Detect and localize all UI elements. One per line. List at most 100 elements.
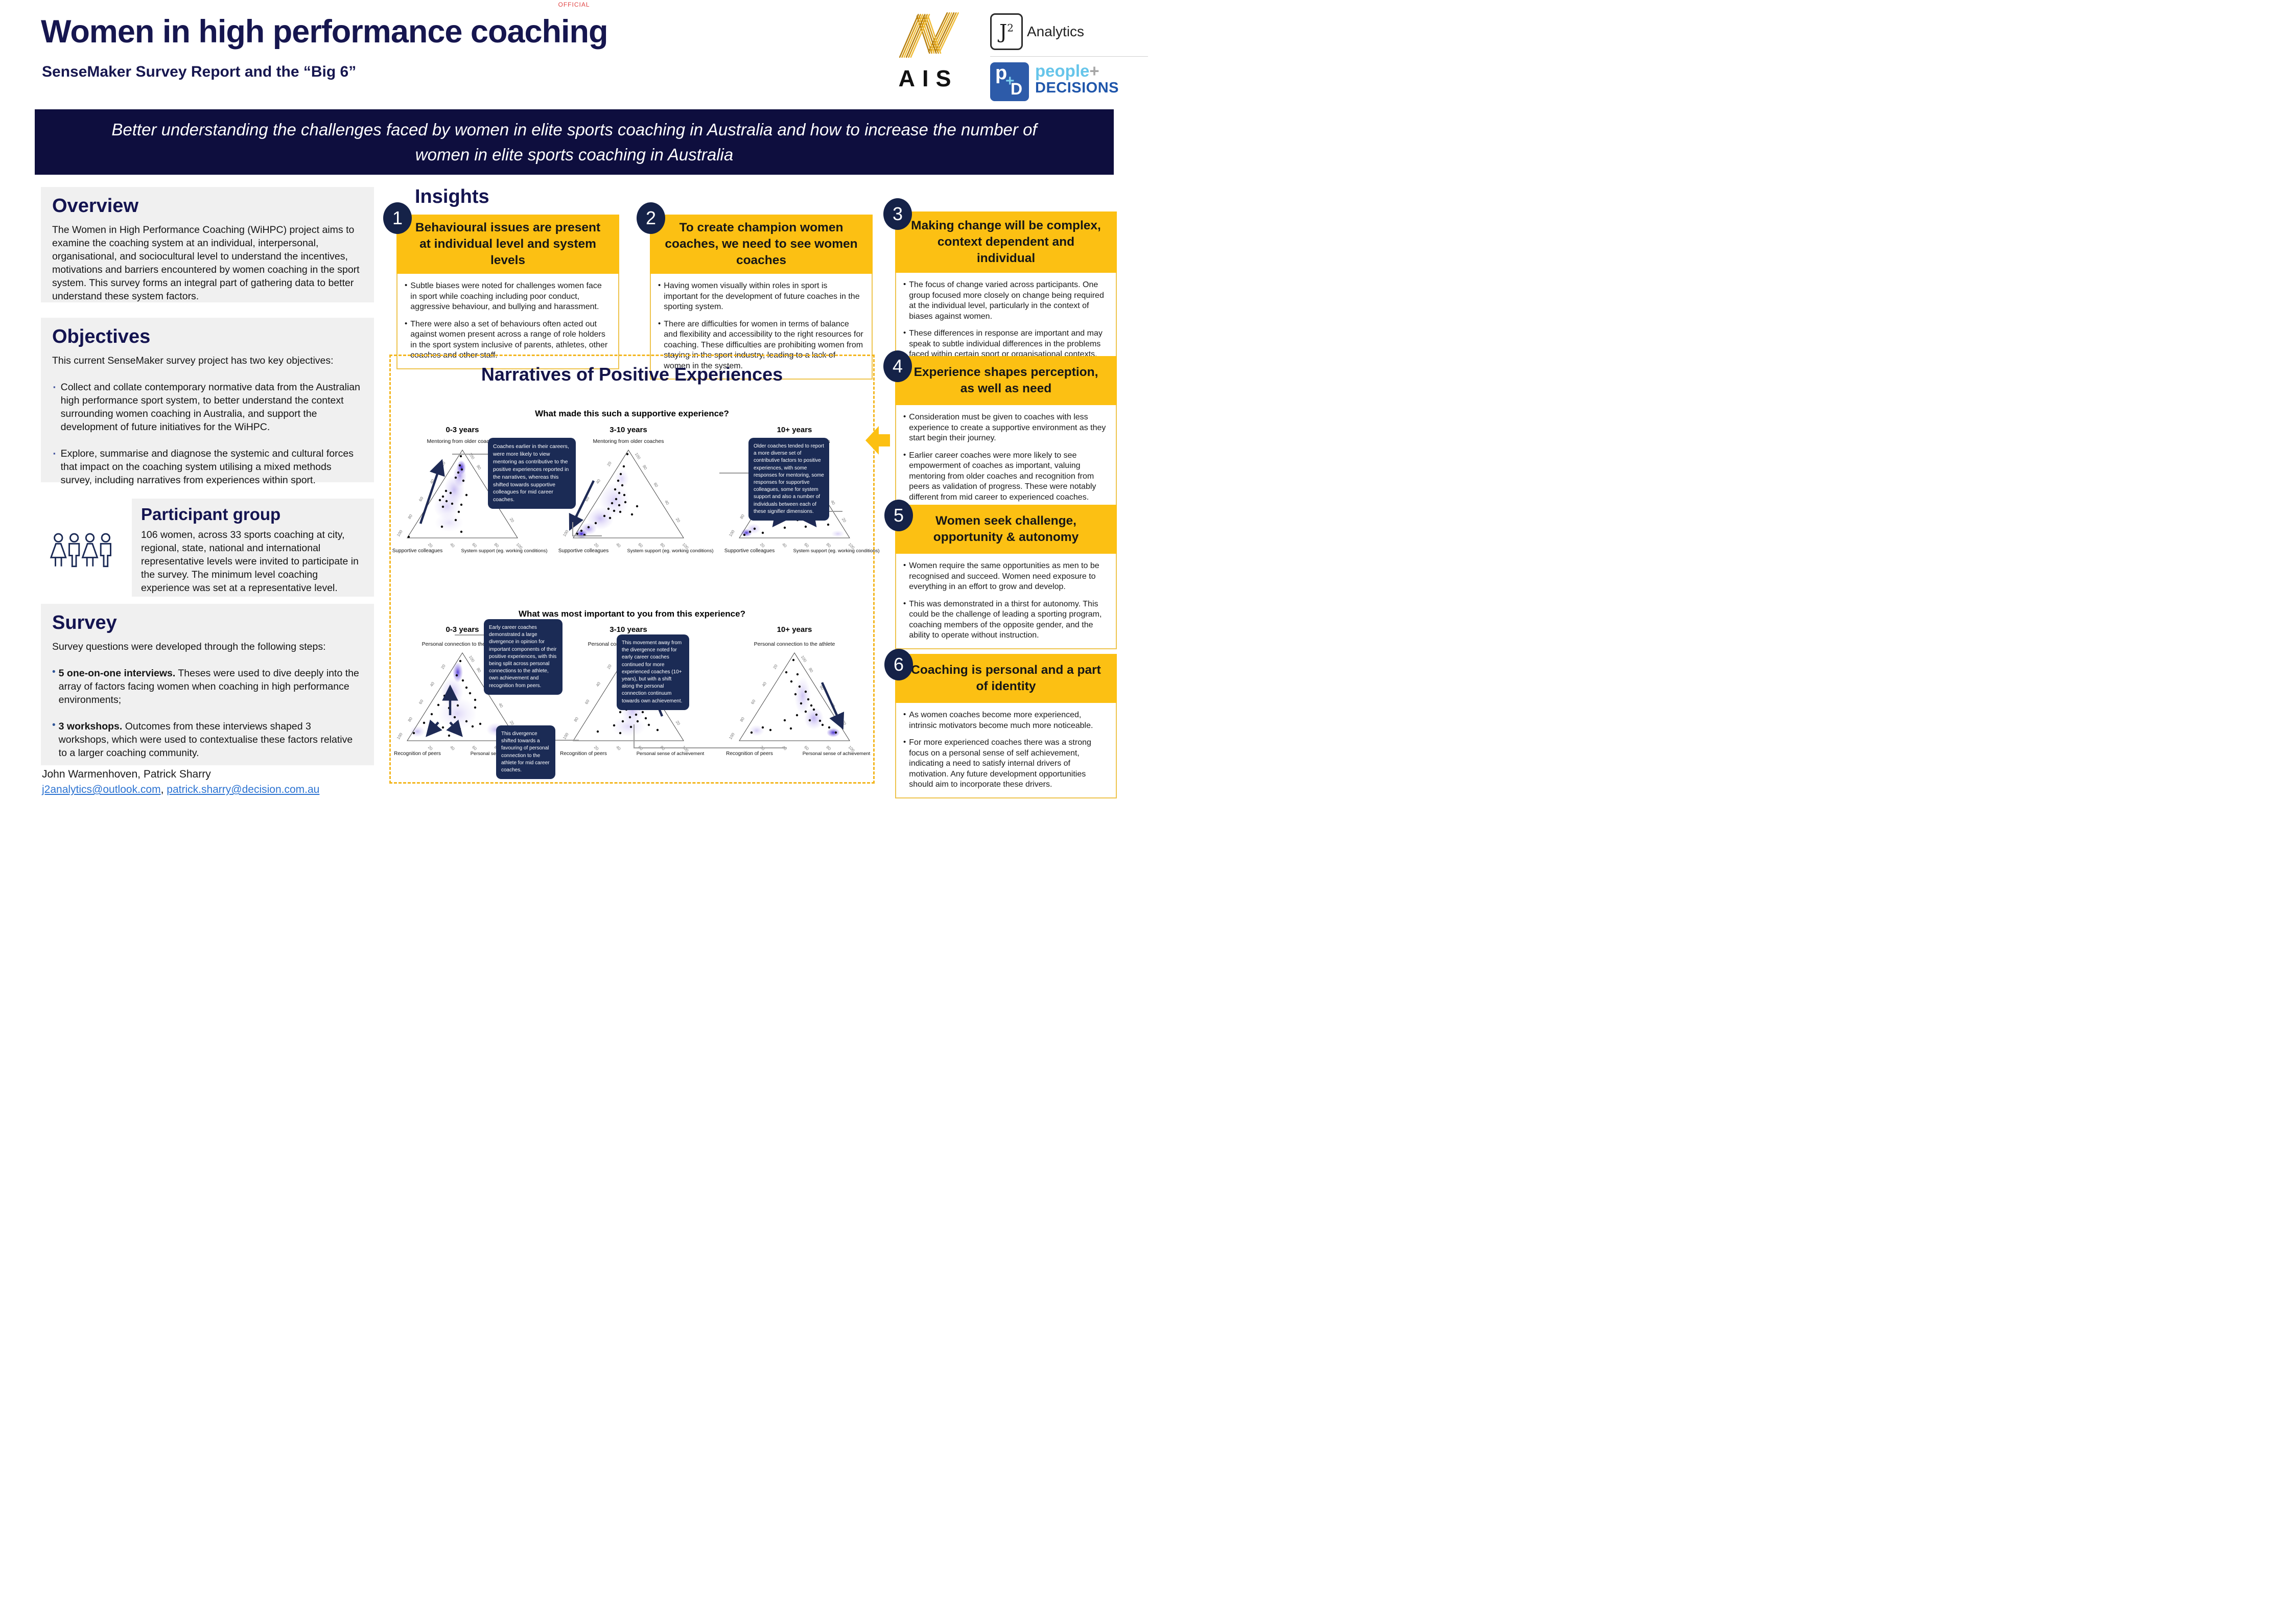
classification-label: OFFICIAL	[558, 1, 590, 8]
svg-text:20: 20	[841, 517, 848, 524]
svg-text:80: 80	[407, 716, 414, 723]
svg-text:Personal connection to the ath: Personal connection to the athlete	[754, 641, 835, 647]
svg-text:Recognition of peers: Recognition of peers	[394, 751, 441, 757]
people-decisions-mark-icon: p + D	[990, 62, 1029, 101]
insight-card-3: Making change will be complex, context d…	[895, 211, 1117, 368]
svg-text:60: 60	[418, 698, 425, 705]
callout-connector	[545, 740, 579, 741]
insight-number-badge-6: 6	[884, 649, 913, 680]
insight-number-badge-4: 4	[883, 350, 912, 382]
svg-text:60: 60	[418, 496, 425, 502]
overview-body: The Women in High Performance Coaching (…	[52, 224, 360, 302]
survey-bullet: • 3 workshops. Outcomes from these interv…	[52, 720, 353, 759]
svg-text:80: 80	[739, 716, 746, 723]
svg-text:40: 40	[830, 499, 836, 506]
plot-column-header: 0-3 years	[446, 426, 479, 434]
figure-callout: Older coaches tended to report a more di…	[748, 438, 829, 521]
svg-text:System support (eg. working co: System support (eg. working conditions)	[627, 548, 714, 554]
insight-card-header: Behavioural issues are present at indivi…	[396, 215, 619, 274]
email-link-patrick-sharry[interactable]: patrick.sharry@decision.com.au	[167, 784, 320, 795]
insight-card-header: Experience shapes perception, as well as…	[895, 356, 1117, 405]
participant-heading: Participant group	[141, 505, 281, 524]
email-link-j2analytics[interactable]: j2analytics@outlook.com	[42, 784, 161, 795]
svg-text:60: 60	[750, 698, 757, 705]
callout-connector	[819, 511, 842, 512]
svg-text:Personal sense of achievement: Personal sense of achievement	[637, 751, 705, 757]
svg-text:100: 100	[468, 655, 476, 664]
svg-text:40: 40	[449, 745, 456, 751]
insight-card-header: Women seek challenge, opportunity & auto…	[895, 505, 1117, 554]
insight-card-2: To create champion women coaches, we nee…	[650, 215, 873, 380]
svg-text:100: 100	[562, 529, 570, 538]
women-group-icon	[50, 533, 111, 568]
insight-number-badge-3: 3	[883, 198, 912, 230]
survey-intro: Survey questions were developed through …	[52, 641, 326, 652]
callout-connector	[634, 747, 787, 748]
insight-card-5: Women seek challenge, opportunity & auto…	[895, 505, 1117, 649]
insights-heading: Insights	[415, 186, 489, 207]
svg-text:40: 40	[498, 702, 504, 709]
svg-text:100: 100	[396, 732, 404, 741]
participant-body: 106 women, across 33 sports coaching at …	[141, 529, 359, 594]
svg-text:20: 20	[509, 517, 516, 524]
svg-text:80: 80	[407, 513, 414, 520]
svg-text:100: 100	[728, 529, 736, 538]
plot-column-header: 3-10 years	[610, 625, 647, 634]
left-arrow-icon	[865, 426, 890, 455]
plot-column-header: 0-3 years	[446, 625, 479, 634]
ais-logo	[880, 4, 977, 67]
authors: John Warmenhoven, Patrick Sharry	[42, 768, 211, 780]
insight-card-body: • Consideration must be given to coaches …	[895, 405, 1117, 511]
insight-card-body: • Subtle biases were noted for challenges…	[396, 274, 619, 369]
svg-text:100: 100	[634, 452, 642, 461]
objectives-section: Objectives This current SenseMaker surve…	[41, 318, 374, 486]
svg-text:Supportive colleagues: Supportive colleagues	[724, 548, 775, 554]
callout-connector	[634, 724, 635, 748]
svg-text:Supportive colleagues: Supportive colleagues	[392, 548, 442, 554]
svg-text:System support (eg. working co: System support (eg. working conditions)	[461, 548, 548, 554]
svg-text:Recognition of peers: Recognition of peers	[560, 751, 607, 757]
callout-connector	[572, 535, 602, 536]
svg-text:40: 40	[761, 681, 768, 688]
callout-connector	[572, 522, 573, 535]
people-plus-label: people+	[1035, 61, 1099, 80]
ternary-plot-important-0-3-years: 204060801001008060402020406080100Persona…	[386, 640, 539, 765]
insight-card-body: • As women coaches become more experience…	[895, 703, 1117, 798]
plot-column-header: 10+ years	[777, 625, 812, 634]
svg-text:100: 100	[396, 529, 404, 538]
callout-connector	[452, 454, 488, 455]
overview-section: Overview The Women in High Performance C…	[41, 187, 374, 302]
insight-number-badge-5: 5	[884, 500, 913, 531]
insight-card-header: To create champion women coaches, we nee…	[650, 215, 873, 274]
banner-text: Better understanding the challenges face…	[111, 120, 1037, 164]
decisions-label: DECISIONS	[1035, 80, 1119, 96]
figure-question-1: What made this such a supportive experie…	[535, 409, 729, 418]
survey-section: Survey Survey questions were developed t…	[41, 604, 374, 765]
svg-text:20: 20	[606, 664, 613, 670]
plot-column-header: 3-10 years	[610, 426, 647, 434]
svg-text:System support (eg. working co: System support (eg. working conditions)	[793, 548, 880, 554]
svg-text:80: 80	[808, 667, 814, 674]
page-title: Women in high performance coaching	[41, 14, 608, 50]
svg-text:Mentoring from older coaches: Mentoring from older coaches	[593, 438, 664, 444]
svg-text:40: 40	[781, 542, 788, 549]
objectives-intro: This current SenseMaker survey project h…	[52, 355, 334, 366]
survey-heading: Survey	[52, 612, 117, 633]
callout-connector	[455, 634, 484, 636]
figure-title: Narratives of Positive Experiences	[481, 364, 783, 385]
insight-number-badge-2: 2	[637, 202, 665, 234]
ais-ribbon-icon	[899, 12, 959, 58]
figure-panel	[389, 355, 875, 784]
svg-text:Supportive colleagues: Supportive colleagues	[558, 548, 608, 554]
author-emails: j2analytics@outlook.com, patrick.sharry@…	[42, 784, 320, 795]
figure-callout: This movement away from the divergence n…	[617, 634, 689, 710]
insight-title: Coaching is personal and a part of ident…	[911, 663, 1101, 693]
svg-text:80: 80	[739, 513, 746, 520]
banner: Better understanding the challenges face…	[35, 109, 1114, 175]
svg-text:20: 20	[606, 461, 613, 467]
callout-connector	[719, 473, 748, 474]
svg-text:80: 80	[476, 464, 482, 471]
insight-title: Women seek challenge, opportunity & auto…	[933, 514, 1079, 544]
svg-text:Personal sense of achievement: Personal sense of achievement	[803, 751, 871, 757]
insight-title: Experience shapes perception, as well as…	[913, 365, 1098, 395]
